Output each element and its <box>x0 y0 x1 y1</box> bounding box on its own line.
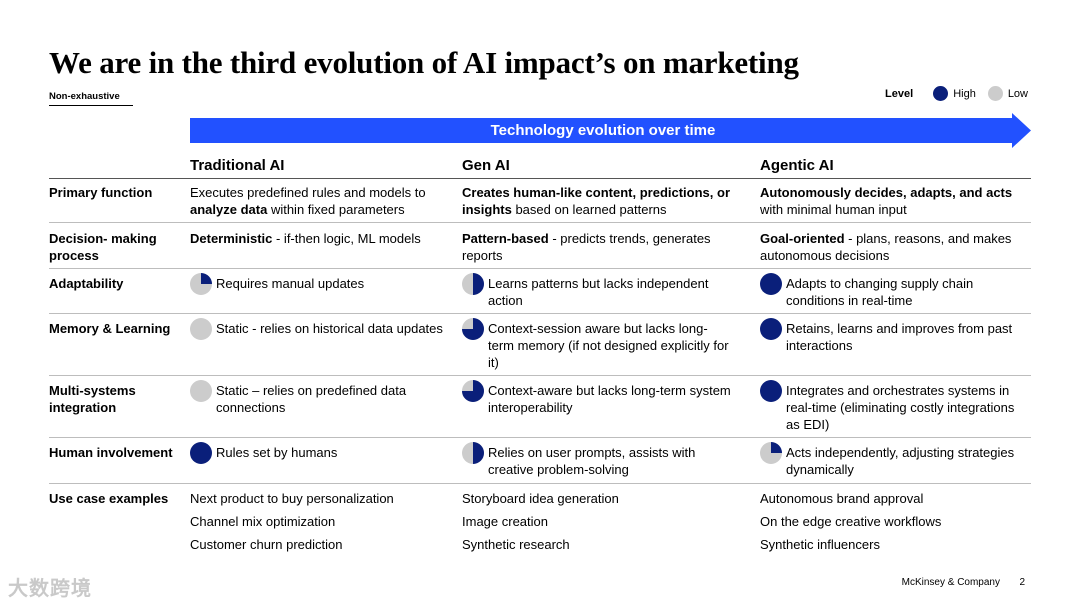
table-cell: Executes predefined rules and models to … <box>190 184 450 218</box>
arrow-label: Technology evolution over time <box>490 122 716 139</box>
use-case-item: Next product to buy personalization <box>190 491 394 506</box>
arrow-right-icon <box>190 113 1031 148</box>
use-case-item: Synthetic influencers <box>760 537 880 552</box>
non-exhaustive-note: Non-exhaustive <box>49 91 133 106</box>
cell-text: Learns patterns but lacks independent ac… <box>488 276 709 308</box>
table-cell: Retains, learns and improves from past i… <box>760 316 1028 354</box>
legend-title: Level <box>885 87 914 100</box>
cell-text: Requires manual updates <box>216 276 365 291</box>
row-label: Human involvement <box>49 445 173 460</box>
row-divider <box>49 375 1031 376</box>
cell-text: Integrates and orchestrates systems in r… <box>786 383 1015 432</box>
cell-text: Context-session aware but lacks long-ter… <box>488 321 729 370</box>
table-cell: Deterministic - if-then logic, ML models <box>190 230 450 247</box>
cell-emphasis-text: analyze data <box>190 202 268 217</box>
harvey-ball-icon <box>760 442 782 464</box>
row-label: Adaptability <box>49 276 124 291</box>
harvey-ball-icon <box>760 273 782 295</box>
row-label: Primary function <box>49 185 153 200</box>
table-cell: Acts independently, adjusting strategies… <box>760 440 1028 478</box>
cell-text: Static – relies on predefined data conne… <box>216 383 407 415</box>
page-number: 2 <box>1019 577 1025 588</box>
cell-emphasis-text: Deterministic <box>190 231 273 246</box>
row-label: Memory & Learning <box>49 321 171 336</box>
row-divider <box>49 313 1031 314</box>
row-label-use-case: Use case examples <box>49 491 169 506</box>
cell-text: within fixed parameters <box>267 202 405 217</box>
table-cell: Integrates and orchestrates systems in r… <box>760 378 1028 433</box>
row-label: Decision- making process <box>49 231 157 263</box>
harvey-ball-icon <box>462 442 484 464</box>
column-header-gen-ai: Gen AI <box>462 157 510 174</box>
page-title: We are in the third evolution of AI impa… <box>49 45 799 80</box>
cell-text: Executes predefined rules and models to <box>190 185 426 200</box>
cell-text: based on learned patterns <box>511 202 667 217</box>
column-header-traditional-ai: Traditional AI <box>190 157 285 174</box>
harvey-ball-icon <box>190 380 212 402</box>
cell-text: Acts independently, adjusting strategies… <box>786 445 1015 477</box>
row-label: Multi-systems integration <box>49 383 136 415</box>
cell-emphasis-text: Goal-oriented <box>760 231 845 246</box>
watermark: 大数跨境 <box>8 578 92 600</box>
harvey-ball-icon <box>190 442 212 464</box>
cell-text: Relies on user prompts, assists with cre… <box>488 445 696 477</box>
header-divider <box>49 178 1031 179</box>
table-cell: Adapts to changing supply chain conditio… <box>760 271 1028 309</box>
level-legend: Level High Low <box>885 86 1028 101</box>
cell-text: - if-then logic, ML models <box>272 231 421 246</box>
cell-text: with minimal human input <box>760 202 907 217</box>
table-cell: Static - relies on historical data updat… <box>190 316 450 340</box>
footer-brand: McKinsey & Company <box>901 577 1000 588</box>
use-case-item: Channel mix optimization <box>190 514 336 529</box>
table-cell: Pattern-based - predicts trends, generat… <box>462 230 732 264</box>
table-cell: Relies on user prompts, assists with cre… <box>462 440 732 478</box>
cell-text: Static - relies on historical data updat… <box>216 321 443 336</box>
cell-emphasis-text: Creates human-like content, predictions,… <box>462 185 730 217</box>
column-header-agentic-ai: Agentic AI <box>760 157 834 174</box>
row-divider <box>49 437 1031 438</box>
table-cell: Autonomously decides, adapts, and acts w… <box>760 184 1028 218</box>
harvey-ball-icon <box>760 380 782 402</box>
legend-low-label: Low <box>1007 87 1028 100</box>
table-cell: Requires manual updates <box>190 271 450 295</box>
use-case-item: On the edge creative workflows <box>760 514 942 529</box>
table-cell: Rules set by humans <box>190 440 450 464</box>
cell-emphasis-text: Pattern-based <box>462 231 549 246</box>
harvey-ball-icon <box>190 318 212 340</box>
cell-text: Retains, learns and improves from past i… <box>786 321 1013 353</box>
low-level-dot-icon <box>987 86 1003 101</box>
table-cell: Context-aware but lacks long-term system… <box>462 378 732 416</box>
cell-text: Adapts to changing supply chain conditio… <box>786 276 974 308</box>
table-cell: Goal-oriented - plans, reasons, and make… <box>760 230 1028 264</box>
table-cell: Creates human-like content, predictions,… <box>462 184 732 218</box>
cell-emphasis-text: Autonomously decides, adapts, and acts <box>760 185 1013 200</box>
harvey-ball-icon <box>760 318 782 340</box>
use-case-item: Autonomous brand approval <box>760 491 924 506</box>
cell-text: - predicts trends, generates reports <box>462 231 711 263</box>
legend-high: High <box>933 86 976 101</box>
table-cell: Learns patterns but lacks independent ac… <box>462 271 732 309</box>
use-case-item: Synthetic research <box>462 537 570 552</box>
use-case-item: Storyboard idea generation <box>462 491 619 506</box>
row-divider <box>49 483 1031 484</box>
use-case-item: Image creation <box>462 514 548 529</box>
use-case-item: Customer churn prediction <box>190 537 343 552</box>
technology-evolution-arrow: Technology evolution over time <box>190 113 1031 148</box>
harvey-ball-icon <box>462 318 484 340</box>
harvey-ball-icon <box>462 273 484 295</box>
table-cell: Context-session aware but lacks long-ter… <box>462 316 732 371</box>
row-divider <box>49 222 1031 223</box>
cell-text: Rules set by humans <box>216 445 338 460</box>
cell-text: Context-aware but lacks long-term system… <box>488 383 731 415</box>
cell-text: - plans, reasons, and makes autonomous d… <box>760 231 1012 263</box>
legend-low: Low <box>987 86 1028 101</box>
legend-high-label: High <box>953 87 976 100</box>
harvey-ball-icon <box>190 273 212 295</box>
table-cell: Static – relies on predefined data conne… <box>190 378 450 416</box>
high-level-dot-icon <box>933 86 949 101</box>
harvey-ball-icon <box>462 380 484 402</box>
row-divider <box>49 268 1031 269</box>
